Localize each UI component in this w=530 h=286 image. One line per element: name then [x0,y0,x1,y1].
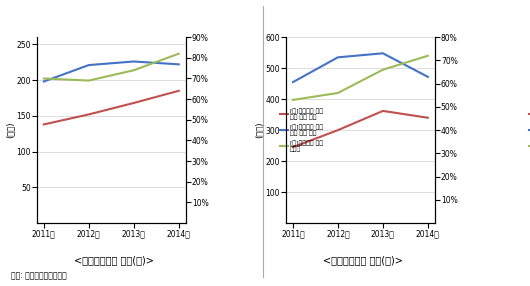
Text: <산업기술분야 출연(연)>: <산업기술분야 출연(연)> [323,255,403,265]
Text: <기초기술분야 출연(연)>: <기초기술분야 출연(연)> [74,255,154,265]
Y-axis label: (건수): (건수) [6,122,15,138]
Y-axis label: (건수): (건수) [255,122,264,138]
Text: 자료: 국가과학기술연구회: 자료: 국가과학기술연구회 [11,271,66,280]
Legend: (나)산업기술 평균
특허 등록 건수, (나)산업기술 평균
특허 출원 건수, (비)산업기술 평균
등록률: (나)산업기술 평균 특허 등록 건수, (나)산업기술 평균 특허 출원 건수… [529,108,530,152]
Legend: [나]기초기술 평균
특허 등록 건수, [나]기초기술 평균
특허 출원 건수, [비]기초기술 평균
등록률: [나]기초기술 평균 특허 등록 건수, [나]기초기술 평균 특허 출원 건수… [280,108,323,152]
